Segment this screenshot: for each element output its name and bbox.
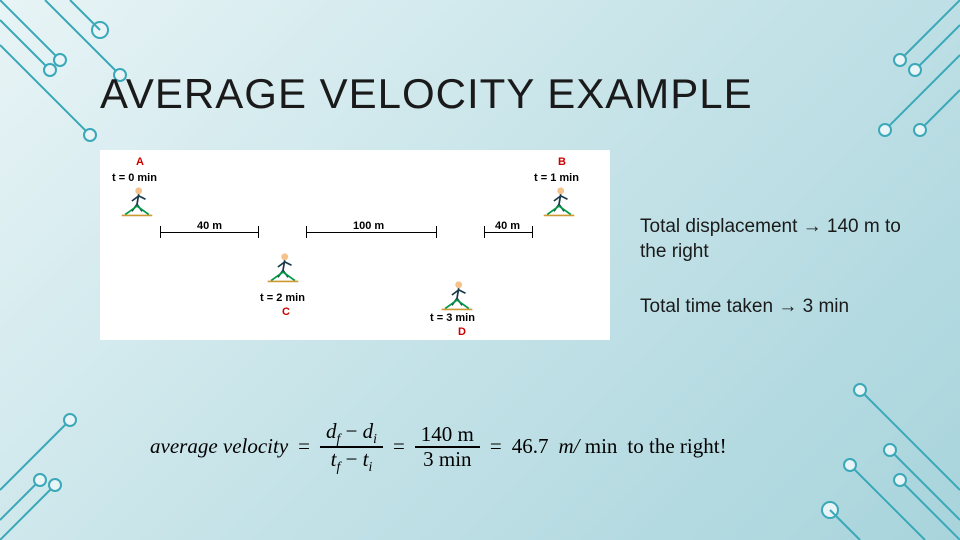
circuit-deco-top-right xyxy=(840,0,960,220)
circuit-deco-bottom-left xyxy=(0,380,120,540)
point-b-time: t = 1 min xyxy=(534,172,579,184)
point-d-time: t = 3 min xyxy=(430,312,475,324)
formula-result-value: 46.7 xyxy=(512,434,549,459)
point-d-label: D xyxy=(458,326,466,338)
note-displacement: Total displacement → 140 m to the right xyxy=(640,215,920,264)
skier-a-icon xyxy=(120,184,154,218)
formula-result-unit: m/ min xyxy=(558,434,617,459)
point-c-time: t = 2 min xyxy=(260,292,305,304)
dim-40m-2: 40 m xyxy=(492,220,523,232)
page-title: AVERAGE VELOCITY EXAMPLE xyxy=(100,70,753,118)
skier-b-icon xyxy=(542,184,576,218)
dim-line xyxy=(306,232,436,233)
point-a-time: t = 0 min xyxy=(112,172,157,184)
skier-diagram: A t = 0 min B t = 1 min t = 2 min C t = … xyxy=(100,150,610,340)
note-time: Total time taken → 3 min xyxy=(640,295,920,320)
velocity-formula: average velocity = df − di tf − ti = 140… xyxy=(150,420,727,474)
formula-lhs: average velocity xyxy=(150,434,288,459)
dim-40m-1: 40 m xyxy=(194,220,225,232)
dim-100m: 100 m xyxy=(350,220,387,232)
point-b-label: B xyxy=(558,156,566,168)
point-c-label: C xyxy=(282,306,290,318)
formula-frac-numeric: 140 m 3 min xyxy=(415,423,480,471)
formula-frac-symbolic: df − di tf − ti xyxy=(320,420,383,474)
skier-d-icon xyxy=(440,278,474,312)
point-a-label: A xyxy=(136,156,144,168)
skier-c-icon xyxy=(266,250,300,284)
circuit-deco-bottom-right xyxy=(790,340,960,540)
formula-tail: to the right! xyxy=(627,434,726,459)
dim-tick xyxy=(532,226,533,238)
dim-line xyxy=(484,232,532,233)
dim-line xyxy=(160,232,258,233)
dim-tick xyxy=(436,226,437,238)
dim-tick xyxy=(258,226,259,238)
